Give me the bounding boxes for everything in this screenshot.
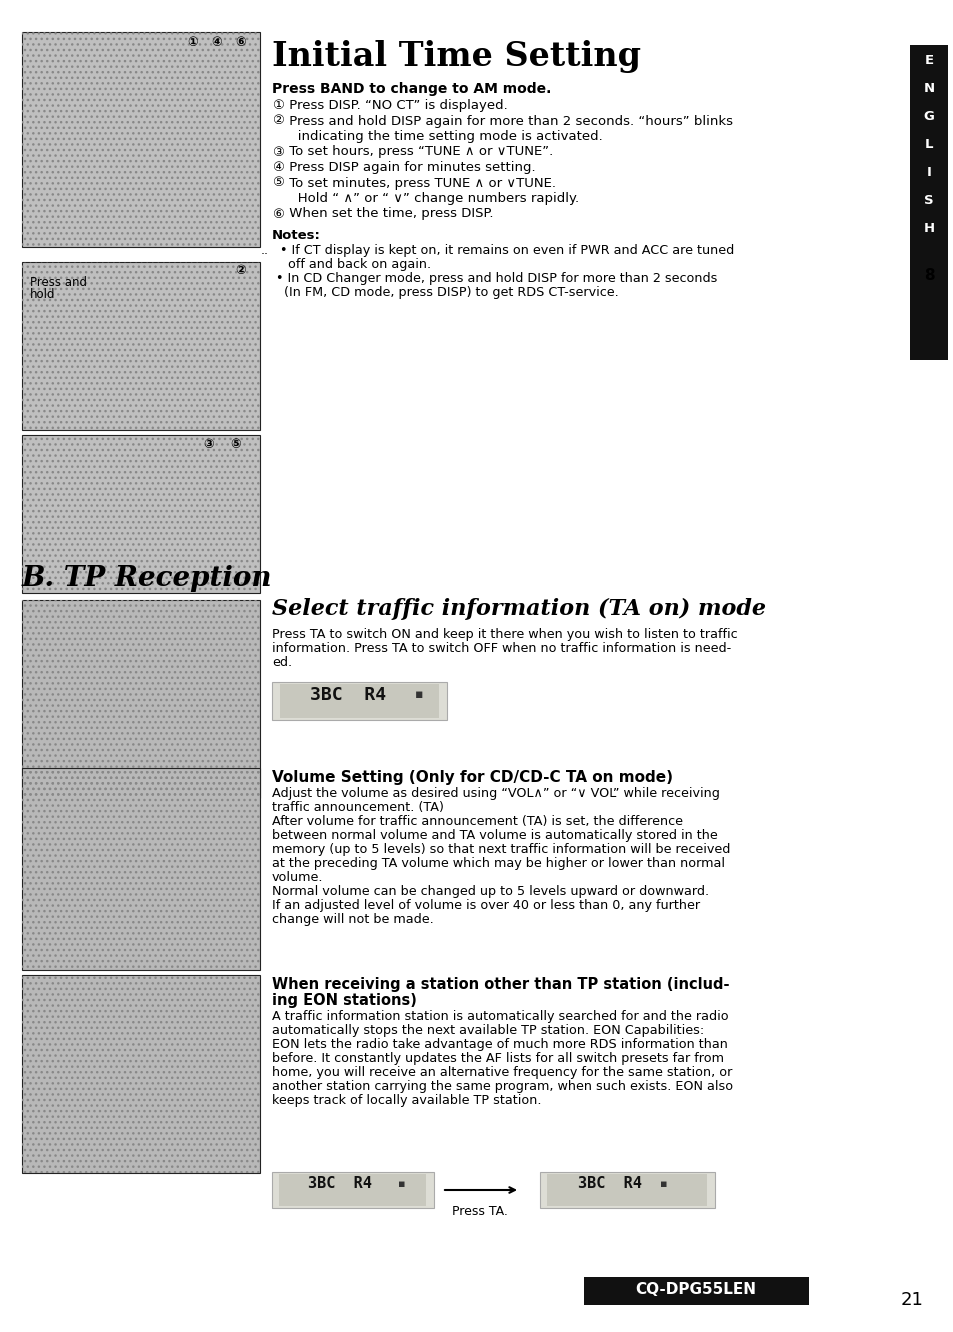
Text: another station carrying the same program, when such exists. EON also: another station carrying the same progra… bbox=[272, 1080, 732, 1094]
Text: Normal volume can be changed up to 5 levels upward or downward.: Normal volume can be changed up to 5 lev… bbox=[272, 884, 708, 898]
Text: ⑤: ⑤ bbox=[231, 437, 241, 450]
Text: When set the time, press DISP.: When set the time, press DISP. bbox=[285, 208, 493, 221]
Text: ③: ③ bbox=[204, 437, 214, 450]
Text: Notes:: Notes: bbox=[272, 229, 320, 242]
Bar bbox=[22, 262, 260, 430]
Text: To set hours, press “TUNE ∧ or ∨TUNE”.: To set hours, press “TUNE ∧ or ∨TUNE”. bbox=[285, 145, 553, 159]
Text: ▪: ▪ bbox=[397, 1179, 405, 1189]
Text: • If CT display is kept on, it remains on even if PWR and ACC are tuned: • If CT display is kept on, it remains o… bbox=[272, 244, 734, 257]
Text: EON lets the radio take advantage of much more RDS information than: EON lets the radio take advantage of muc… bbox=[272, 1038, 727, 1051]
Text: information. Press TA to switch OFF when no traffic information is need-: information. Press TA to switch OFF when… bbox=[272, 642, 731, 655]
Text: L: L bbox=[923, 137, 932, 151]
Text: 3BC  R4: 3BC R4 bbox=[308, 1176, 372, 1192]
Bar bbox=[22, 436, 260, 593]
Text: ⑥: ⑥ bbox=[272, 208, 284, 221]
Bar bbox=[272, 1172, 434, 1208]
Text: I: I bbox=[925, 165, 930, 178]
Text: Select traffic information (TA on) mode: Select traffic information (TA on) mode bbox=[272, 598, 765, 621]
Bar bbox=[22, 32, 260, 246]
Text: ed.: ed. bbox=[272, 655, 292, 669]
Text: Volume Setting (Only for CD/CD-C TA on mode): Volume Setting (Only for CD/CD-C TA on m… bbox=[272, 770, 672, 785]
Text: B. TP Reception: B. TP Reception bbox=[22, 565, 273, 591]
Text: S: S bbox=[923, 193, 933, 206]
Text: Press and hold DISP again for more than 2 seconds. “hours” blinks: Press and hold DISP again for more than … bbox=[285, 115, 732, 128]
Text: ①: ① bbox=[272, 99, 284, 112]
Text: CQ-DPG55LEN: CQ-DPG55LEN bbox=[635, 1283, 756, 1297]
Text: change will not be made.: change will not be made. bbox=[272, 912, 434, 926]
Text: Press TA to switch ON and keep it there when you wish to listen to traffic: Press TA to switch ON and keep it there … bbox=[272, 627, 737, 641]
Bar bbox=[909, 45, 947, 360]
Bar bbox=[583, 1277, 808, 1305]
Text: between normal volume and TA volume is automatically stored in the: between normal volume and TA volume is a… bbox=[272, 829, 717, 842]
Bar bbox=[22, 599, 260, 798]
Text: keeps track of locally available TP station.: keeps track of locally available TP stat… bbox=[272, 1094, 541, 1107]
Text: ..: .. bbox=[261, 244, 269, 257]
Text: ▪: ▪ bbox=[415, 689, 423, 702]
Text: When receiving a station other than TP station (includ-: When receiving a station other than TP s… bbox=[272, 976, 729, 992]
Text: home, you will receive an alternative frequency for the same station, or: home, you will receive an alternative fr… bbox=[272, 1066, 732, 1079]
Text: automatically stops the next available TP station. EON Capabilities:: automatically stops the next available T… bbox=[272, 1024, 703, 1038]
Bar bbox=[22, 599, 260, 798]
Bar bbox=[22, 32, 260, 246]
Text: 3BC  R4: 3BC R4 bbox=[310, 686, 386, 705]
Bar bbox=[22, 769, 260, 970]
Text: memory (up to 5 levels) so that next traffic information will be received: memory (up to 5 levels) so that next tra… bbox=[272, 843, 730, 856]
Text: G: G bbox=[923, 109, 933, 123]
Text: To set minutes, press TUNE ∧ or ∨TUNE.: To set minutes, press TUNE ∧ or ∨TUNE. bbox=[285, 177, 556, 189]
Text: ④: ④ bbox=[212, 36, 222, 48]
Text: Press BAND to change to AM mode.: Press BAND to change to AM mode. bbox=[272, 83, 551, 96]
Text: ②: ② bbox=[272, 115, 284, 128]
Text: volume.: volume. bbox=[272, 871, 323, 884]
Text: Hold “ ∧” or “ ∨” change numbers rapidly.: Hold “ ∧” or “ ∨” change numbers rapidly… bbox=[285, 192, 578, 205]
Text: at the preceding TA volume which may be higher or lower than normal: at the preceding TA volume which may be … bbox=[272, 856, 724, 870]
Text: ⑤: ⑤ bbox=[272, 177, 284, 189]
Text: ③: ③ bbox=[272, 145, 284, 159]
Text: 21: 21 bbox=[900, 1291, 923, 1309]
Text: ①: ① bbox=[188, 36, 198, 48]
Bar bbox=[22, 262, 260, 430]
Bar bbox=[22, 769, 260, 970]
Text: (In FM, CD mode, press DISP) to get RDS CT-service.: (In FM, CD mode, press DISP) to get RDS … bbox=[272, 286, 618, 298]
Text: traffic announcement. (TA): traffic announcement. (TA) bbox=[272, 801, 443, 814]
Text: indicating the time setting mode is activated.: indicating the time setting mode is acti… bbox=[285, 131, 602, 143]
Text: before. It constantly updates the AF lists for all switch presets far from: before. It constantly updates the AF lis… bbox=[272, 1052, 723, 1066]
Text: Adjust the volume as desired using “VOL∧” or “∨ VOL” while receiving: Adjust the volume as desired using “VOL∧… bbox=[272, 787, 720, 801]
Text: E: E bbox=[923, 53, 933, 67]
Text: N: N bbox=[923, 81, 934, 95]
Text: 3BC  R4: 3BC R4 bbox=[578, 1176, 641, 1192]
Text: hold: hold bbox=[30, 288, 55, 301]
Text: • In CD Changer mode, press and hold DISP for more than 2 seconds: • In CD Changer mode, press and hold DIS… bbox=[272, 272, 717, 285]
Text: If an adjusted level of volume is over 40 or less than 0, any further: If an adjusted level of volume is over 4… bbox=[272, 899, 700, 912]
Bar bbox=[278, 1173, 426, 1205]
Text: H: H bbox=[923, 221, 934, 234]
Bar bbox=[22, 436, 260, 593]
Text: Press TA.: Press TA. bbox=[452, 1205, 507, 1217]
Bar bbox=[539, 1172, 714, 1208]
Bar bbox=[22, 975, 260, 1173]
Text: Initial Time Setting: Initial Time Setting bbox=[272, 40, 640, 73]
Text: off and back on again.: off and back on again. bbox=[272, 258, 431, 270]
Text: ⑥: ⑥ bbox=[235, 36, 246, 48]
Bar bbox=[272, 682, 447, 721]
Text: Press DISP again for minutes setting.: Press DISP again for minutes setting. bbox=[285, 161, 535, 174]
Bar bbox=[546, 1173, 706, 1205]
Text: Press and: Press and bbox=[30, 276, 91, 289]
Text: 8: 8 bbox=[923, 269, 933, 284]
Text: ④: ④ bbox=[272, 161, 284, 174]
Text: ▪: ▪ bbox=[659, 1179, 667, 1189]
Text: A traffic information station is automatically searched for and the radio: A traffic information station is automat… bbox=[272, 1010, 728, 1023]
Text: ing EON stations): ing EON stations) bbox=[272, 992, 416, 1008]
Text: After volume for traffic announcement (TA) is set, the difference: After volume for traffic announcement (T… bbox=[272, 815, 682, 829]
Text: Press DISP. “NO CT” is displayed.: Press DISP. “NO CT” is displayed. bbox=[285, 99, 507, 112]
Bar bbox=[22, 975, 260, 1173]
Text: ②: ② bbox=[235, 264, 246, 277]
Bar bbox=[280, 685, 438, 718]
